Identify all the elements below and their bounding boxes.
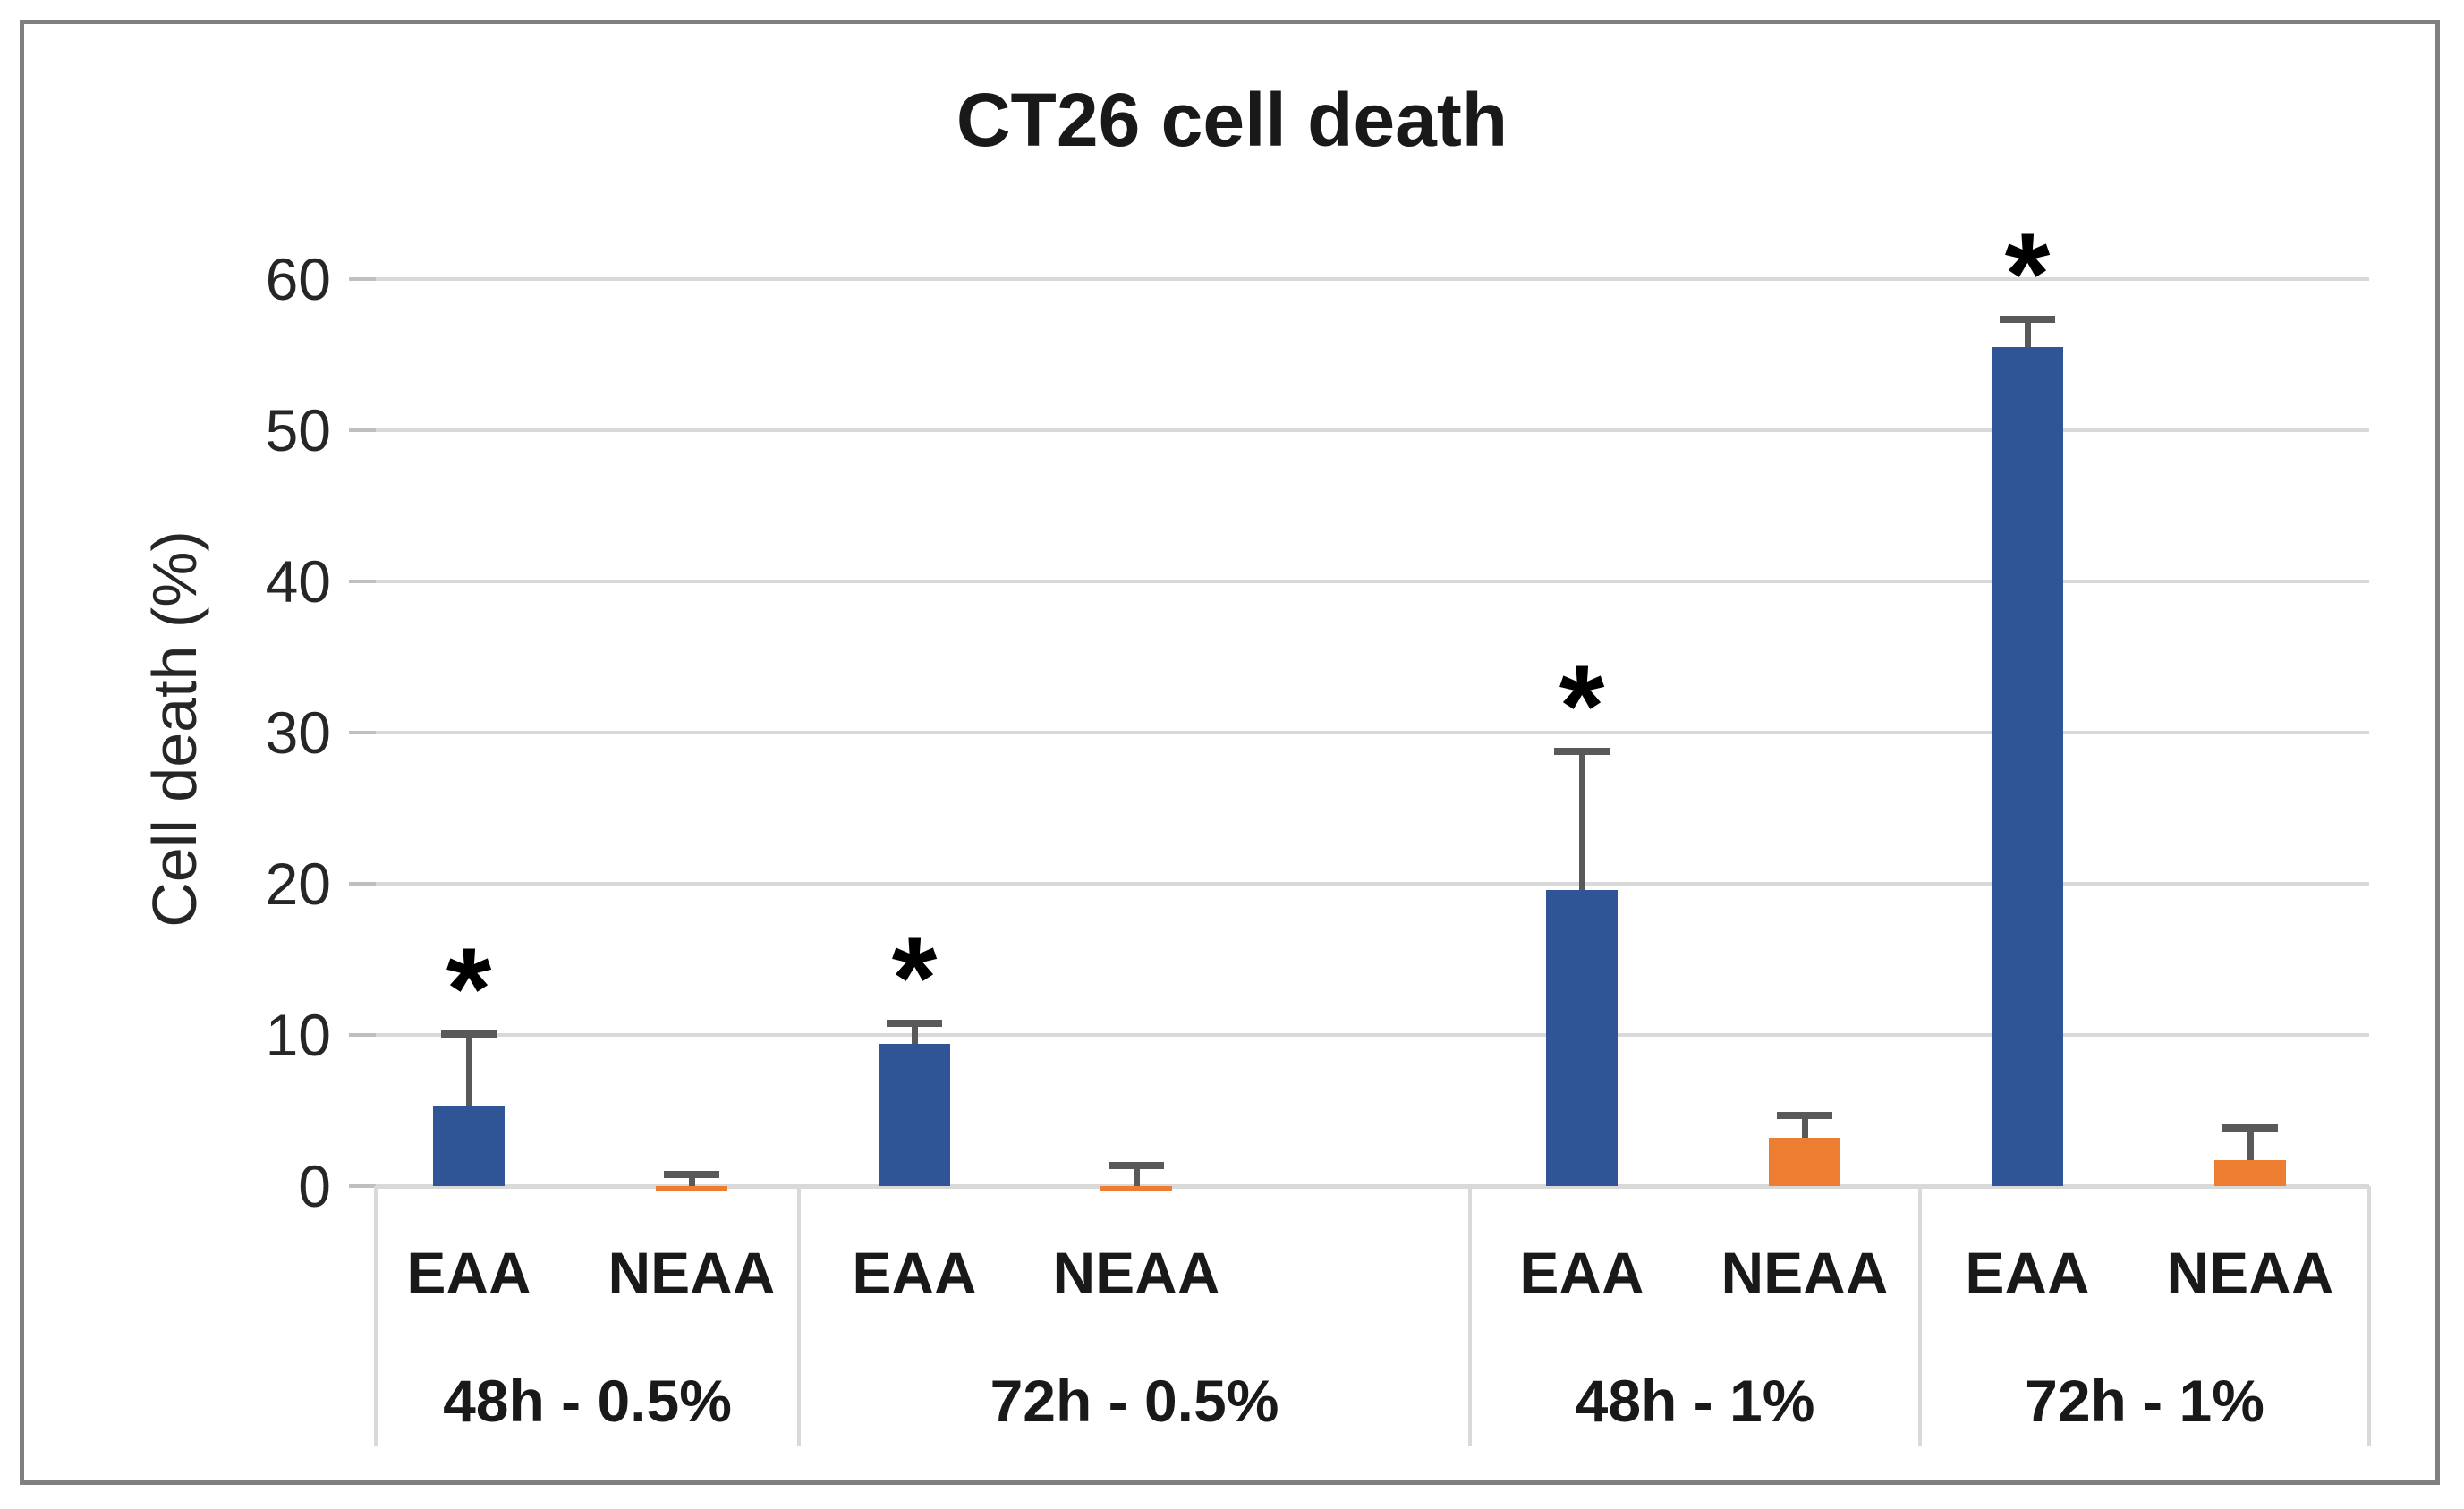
bar-neaa-48h-0.5%: [656, 1186, 727, 1191]
bar-neaa-72h-0.5%: [1100, 1186, 1172, 1191]
error-bar-whisker: [1801, 1112, 1808, 1138]
y-tickmark-60: [349, 277, 376, 281]
x-axis-line: [376, 1184, 2369, 1189]
series-label-neaa: NEAA: [1052, 1240, 1220, 1306]
bar-eaa-72h-1%: [1992, 347, 2063, 1186]
error-bar-whisker: [911, 1020, 918, 1045]
group-label-0: 48h - 0.5%: [443, 1368, 732, 1434]
error-bar-whisker: [2024, 315, 2031, 348]
y-tick-label-60: 60: [265, 246, 331, 312]
y-tick-label-0: 0: [298, 1153, 331, 1219]
bar-neaa-72h-1%: [2214, 1160, 2286, 1186]
y-tickmark-10: [349, 1033, 376, 1037]
y-tickmark-0: [349, 1184, 376, 1188]
significance-star: *: [2004, 208, 2051, 339]
group-label-1: 72h - 0.5%: [990, 1368, 1279, 1434]
error-bar-cap: [1777, 1112, 1832, 1120]
error-bar-whisker: [2247, 1123, 2254, 1161]
error-bar-cap: [664, 1171, 719, 1179]
gridline-20: [376, 882, 2369, 886]
bar-eaa-72h-0.5%: [879, 1044, 950, 1186]
series-label-eaa: EAA: [1965, 1240, 2090, 1306]
label-table-divider-2: [1468, 1186, 1472, 1446]
series-label-neaa: NEAA: [2166, 1240, 2334, 1306]
gridline-60: [376, 277, 2369, 281]
bar-neaa-48h-1%: [1769, 1137, 1840, 1186]
y-tickmark-20: [349, 882, 376, 886]
group-label-2: 48h - 1%: [1575, 1368, 1815, 1434]
label-table-divider-4: [2367, 1186, 2371, 1446]
series-label-neaa: NEAA: [608, 1240, 776, 1306]
series-label-eaa: EAA: [406, 1240, 531, 1306]
chart-title: CT26 cell death: [956, 78, 1508, 162]
label-table-divider-3: [1918, 1186, 1922, 1446]
group-label-3: 72h - 1%: [2025, 1368, 2264, 1434]
error-bar-cap: [2222, 1123, 2278, 1132]
gridline-10: [376, 1033, 2369, 1037]
series-label-eaa: EAA: [1519, 1240, 1644, 1306]
significance-star: *: [891, 912, 938, 1044]
y-tick-label-20: 20: [265, 851, 331, 917]
error-bar-whisker: [1578, 747, 1585, 890]
error-bar-whisker: [688, 1171, 695, 1186]
y-tick-label-30: 30: [265, 699, 331, 766]
label-table-divider-1: [797, 1186, 801, 1446]
y-tick-label-40: 40: [265, 548, 331, 615]
error-bar-cap: [2000, 315, 2055, 323]
gridline-50: [376, 428, 2369, 432]
gridline-30: [376, 731, 2369, 734]
bar-eaa-48h-1%: [1546, 889, 1618, 1186]
significance-star: *: [446, 922, 492, 1054]
significance-star: *: [1559, 640, 1605, 771]
y-tickmark-30: [349, 731, 376, 734]
y-tick-label-50: 50: [265, 397, 331, 463]
gridline-40: [376, 580, 2369, 583]
error-bar-whisker: [465, 1030, 472, 1106]
y-tickmark-40: [349, 580, 376, 583]
series-label-eaa: EAA: [852, 1240, 977, 1306]
error-bar-cap: [441, 1030, 497, 1038]
bar-eaa-48h-0.5%: [433, 1106, 505, 1186]
y-tickmark-50: [349, 428, 376, 432]
y-tick-label-10: 10: [265, 1002, 331, 1068]
series-label-neaa: NEAA: [1721, 1240, 1889, 1306]
error-bar-whisker: [1133, 1161, 1140, 1186]
error-bar-cap: [1109, 1161, 1164, 1169]
label-table-divider-0: [374, 1186, 378, 1446]
error-bar-cap: [887, 1020, 942, 1028]
error-bar-cap: [1554, 747, 1610, 755]
